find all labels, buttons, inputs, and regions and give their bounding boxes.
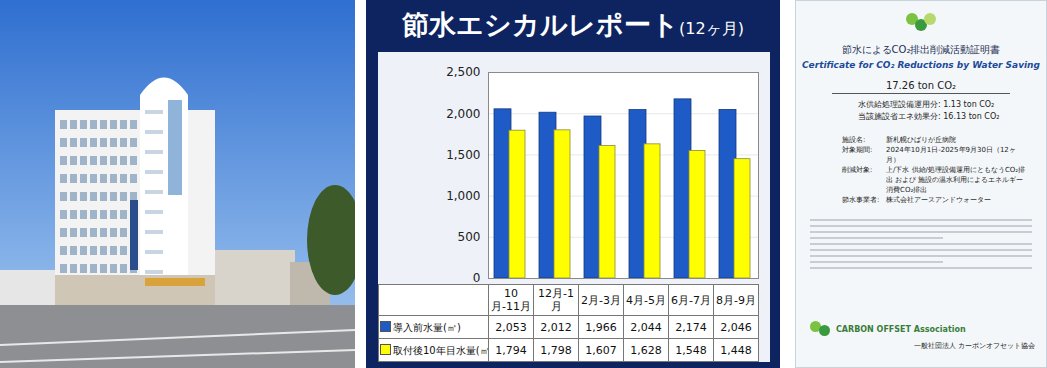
svg-text:2,500: 2,500 [446, 65, 480, 79]
html-text:節水エシカルレポート(12ヶ月): 節水エシカルレポート(12ヶ月) [402, 9, 744, 40]
html-text:8月-9月: 8月-9月 [716, 293, 756, 307]
svg-text:2,000: 2,000 [446, 107, 480, 121]
svg-text:500: 500 [458, 230, 481, 244]
html-text:4月-5月: 4月-5月 [626, 293, 666, 307]
svg-text:1,000: 1,000 [446, 189, 480, 203]
html-text:上/下水 供給/処理設備運用にともなうCO₂排出 および 施: 上/下水 供給/処理設備運用にともなうCO₂排出 および 施設の温水利用によるエ… [886, 166, 1026, 194]
svg-text:0: 0 [473, 271, 481, 282]
html-text:2,044: 2,044 [630, 320, 662, 334]
html-text:1,794: 1,794 [495, 343, 527, 357]
html-text:水供給処理設備運用分: 1.13 ton CO₂: 水供給処理設備運用分: 1.13 ton CO₂ [858, 100, 995, 109]
html-text:1,966: 1,966 [585, 320, 617, 334]
html-text:施設名:: 施設名: [842, 136, 866, 144]
html-text:節水によるCO₂排出削減活動証明書: 節水によるCO₂排出削減活動証明書 [841, 44, 1001, 55]
html-text:対象期間:: 対象期間: [842, 146, 873, 154]
html-text:CARBON OFFSET Association: CARBON OFFSET Association [836, 324, 966, 334]
html-text:2,012: 2,012 [540, 320, 572, 334]
html-text:一般社団法人 カーボンオフセット協会: 一般社団法人 カーボンオフセット協会 [913, 342, 1035, 350]
html-text:株式会社アースアンドウォーター: 株式会社アースアンドウォーター [886, 196, 991, 204]
html-text:2,053: 2,053 [495, 320, 527, 334]
html-text:1,628: 1,628 [630, 343, 662, 357]
html-text:新札幌ひばりが丘病院: 新札幌ひばりが丘病院 [886, 136, 956, 144]
html-text:1,798: 1,798 [540, 343, 572, 357]
html-text:1,607: 1,607 [585, 343, 617, 357]
html-text:10月-11月: 10月-11月 [491, 287, 531, 313]
html-text:1,448: 1,448 [720, 343, 752, 357]
html-text:6月-7月: 6月-7月 [671, 293, 711, 307]
html-text:12月-1月: 12月-1月 [538, 287, 574, 313]
html-text:節水事業者:: 節水事業者: [842, 196, 880, 204]
html-text:17.26 ton CO₂: 17.26 ton CO₂ [885, 80, 957, 91]
html-text:当該施設省エネ効果分: 16.13 ton CO₂: 当該施設省エネ効果分: 16.13 ton CO₂ [858, 112, 1000, 121]
html-text:2月-3月: 2月-3月 [581, 293, 621, 307]
html-text:1,548: 1,548 [675, 343, 707, 357]
html-text:導入前水量(㎥): 導入前水量(㎥) [393, 321, 461, 333]
svg-text:1,500: 1,500 [446, 148, 480, 162]
html-text:削減対象:: 削減対象: [842, 166, 873, 174]
html-text:2,174: 2,174 [675, 320, 707, 334]
html-text:2,046: 2,046 [720, 320, 752, 334]
html-text:2024年10月1日-2025年9月30日（12ヶ月）: 2024年10月1日-2025年9月30日（12ヶ月） [886, 146, 1016, 164]
html-text:Certificate for CO₂ Reductions: Certificate for CO₂ Reductions by Water … [802, 60, 1040, 70]
